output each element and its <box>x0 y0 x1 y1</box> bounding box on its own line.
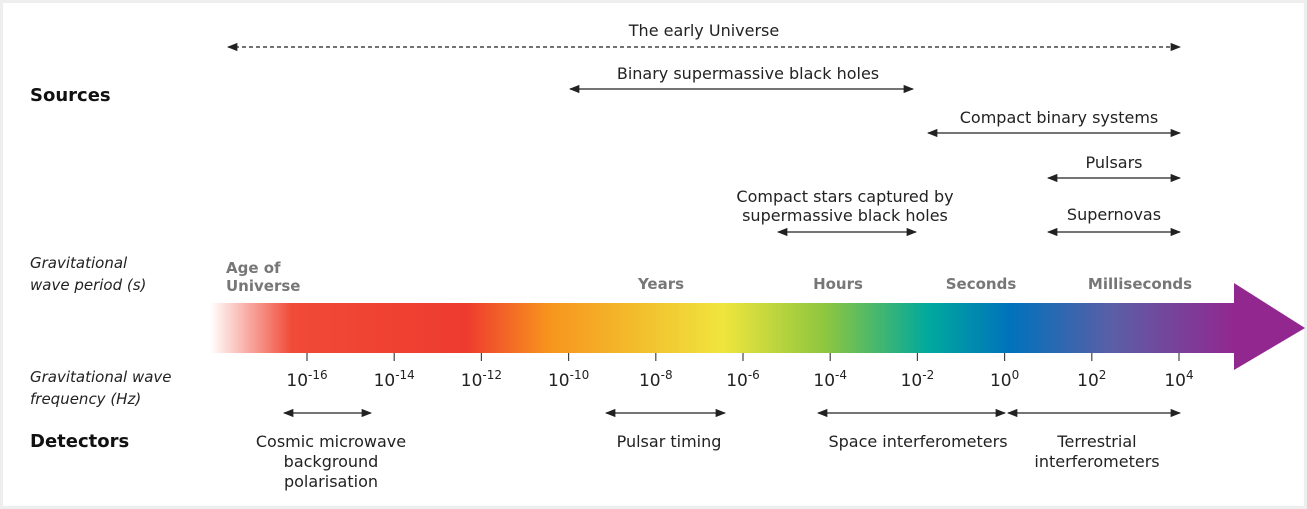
spectrum-arrowhead <box>1234 283 1305 370</box>
tick-exponent: 0 <box>1012 368 1020 382</box>
detector-label: interferometers <box>1034 452 1159 471</box>
tick-exponent: -16 <box>308 368 328 382</box>
detector-label: Pulsar timing <box>617 432 722 451</box>
row-label: wave period (s) <box>30 276 146 294</box>
tick-base: 10 <box>1077 371 1099 391</box>
tick-base: 10 <box>374 371 396 391</box>
tick-exponent: -6 <box>748 368 760 382</box>
frequency-tick: 10-12 <box>461 368 502 391</box>
detector-label: background <box>284 452 379 471</box>
period-label: Universe <box>226 277 300 295</box>
tick-base: 10 <box>726 371 748 391</box>
source-label: Compact stars captured by <box>736 187 953 206</box>
tick-exponent: -14 <box>395 368 415 382</box>
source-label: Pulsars <box>1085 153 1142 172</box>
row-label: Sources <box>30 85 111 106</box>
tick-base: 10 <box>461 371 483 391</box>
row-label: Gravitational wave <box>30 368 172 386</box>
row-label: Gravitational <box>30 254 128 272</box>
frequency-tick: 100 <box>990 368 1019 391</box>
tick-base: 10 <box>1164 371 1186 391</box>
tick-exponent: 4 <box>1186 368 1194 382</box>
detector-label: Cosmic microwave <box>256 432 406 451</box>
period-label: Seconds <box>946 275 1017 293</box>
detector-label: polarisation <box>284 472 378 491</box>
period-label: Hours <box>813 275 863 293</box>
spectrum-bar <box>210 303 1236 353</box>
frequency-tick: 10-2 <box>901 368 935 391</box>
source-label: supermassive black holes <box>742 206 948 225</box>
source-label: Binary supermassive black holes <box>617 64 879 83</box>
tick-exponent: -8 <box>661 368 673 382</box>
source-label: The early Universe <box>628 21 779 40</box>
tick-base: 10 <box>286 371 308 391</box>
detector-label: Space interferometers <box>828 432 1007 451</box>
frequency-tick: 10-10 <box>548 368 589 391</box>
tick-base: 10 <box>813 371 835 391</box>
tick-exponent: -2 <box>922 368 934 382</box>
frequency-tick: 102 <box>1077 368 1106 391</box>
frequency-tick: 10-8 <box>639 368 673 391</box>
frequency-tick: 104 <box>1164 368 1193 391</box>
period-label: Age of <box>226 259 281 277</box>
frequency-tick: 10-16 <box>286 368 327 391</box>
tick-exponent: 2 <box>1099 368 1107 382</box>
tick-base: 10 <box>639 371 661 391</box>
frequency-tick: 10-14 <box>374 368 415 391</box>
tick-exponent: -12 <box>482 368 502 382</box>
frequency-tick: 10-4 <box>813 368 847 391</box>
frequency-tick: 10-6 <box>726 368 760 391</box>
tick-base: 10 <box>901 371 923 391</box>
source-label: Compact binary systems <box>960 108 1159 127</box>
detector-label: Terrestrial <box>1056 432 1136 451</box>
period-label: Milliseconds <box>1088 275 1192 293</box>
row-label: Detectors <box>30 431 129 452</box>
period-label: Years <box>637 275 684 293</box>
source-label: Supernovas <box>1067 205 1161 224</box>
tick-base: 10 <box>548 371 570 391</box>
tick-exponent: -4 <box>835 368 847 382</box>
tick-exponent: -10 <box>570 368 590 382</box>
row-label: frequency (Hz) <box>30 390 141 408</box>
tick-base: 10 <box>990 371 1012 391</box>
